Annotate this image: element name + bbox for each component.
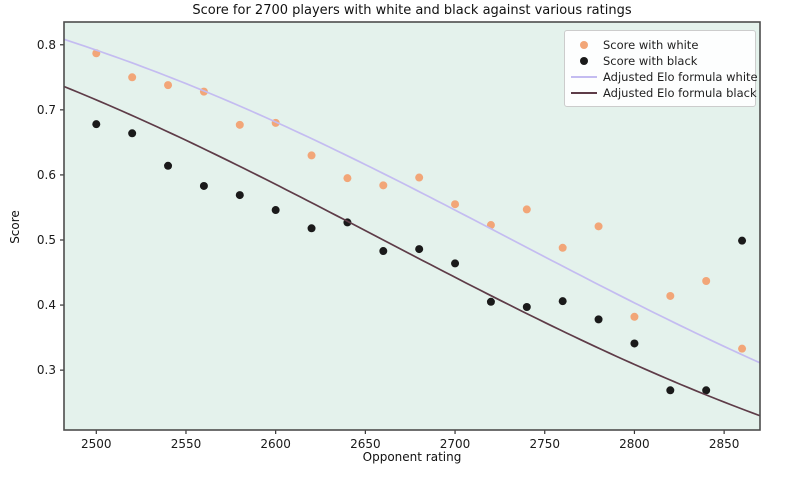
legend-marker-cell bbox=[565, 92, 603, 94]
legend-item-score-white: Score with white bbox=[565, 37, 751, 53]
elo-formula-black-line bbox=[63, 85, 761, 417]
black-formula-line-icon bbox=[571, 92, 597, 94]
y-tick-label: 0.6 bbox=[37, 168, 56, 182]
data-point-white bbox=[164, 81, 173, 90]
legend-label: Adjusted Elo formula white bbox=[603, 70, 758, 84]
x-tick-label: 2750 bbox=[529, 437, 560, 451]
data-point-white bbox=[702, 276, 711, 285]
chart-title: Score for 2700 players with white and bl… bbox=[192, 3, 632, 18]
data-point-white bbox=[738, 344, 747, 353]
legend-marker-cell bbox=[565, 57, 603, 65]
data-point-black bbox=[271, 206, 280, 215]
data-point-white bbox=[379, 181, 388, 190]
data-point-white bbox=[307, 151, 316, 160]
y-tick-label: 0.4 bbox=[37, 298, 56, 312]
legend-item-score-black: Score with black bbox=[565, 53, 751, 69]
data-point-black bbox=[164, 161, 173, 170]
data-point-black bbox=[738, 236, 747, 245]
data-point-white bbox=[522, 205, 531, 214]
legend-label: Score with black bbox=[603, 54, 698, 68]
data-point-white bbox=[630, 312, 639, 321]
legend-item-formula-black: Adjusted Elo formula black bbox=[565, 85, 757, 101]
data-point-white bbox=[451, 200, 460, 209]
data-point-black bbox=[702, 386, 711, 395]
data-point-black bbox=[307, 224, 316, 233]
data-point-white bbox=[235, 120, 244, 129]
data-point-black bbox=[558, 297, 567, 306]
legend: Score with white Score with black Adjust… bbox=[564, 30, 758, 107]
legend-label: Score with white bbox=[603, 38, 699, 52]
data-point-white bbox=[415, 173, 424, 182]
data-point-black bbox=[630, 339, 639, 348]
white-score-dot-icon bbox=[580, 41, 588, 49]
data-point-black bbox=[235, 191, 244, 200]
x-tick-label: 2600 bbox=[260, 437, 291, 451]
data-point-white bbox=[558, 243, 567, 252]
legend-marker-cell bbox=[565, 41, 603, 49]
data-point-white bbox=[343, 174, 352, 183]
data-point-black bbox=[451, 259, 460, 268]
x-tick-label: 2850 bbox=[709, 437, 740, 451]
y-tick-label: 0.8 bbox=[37, 38, 56, 52]
data-point-black bbox=[199, 181, 208, 190]
data-point-black bbox=[128, 129, 137, 138]
legend-label: Adjusted Elo formula black bbox=[603, 86, 757, 100]
white-formula-line-icon bbox=[571, 76, 597, 78]
data-point-white bbox=[128, 73, 137, 82]
x-axis-ticks: 2500 2550 2600 2650 2700 2750 2800 2850 bbox=[81, 430, 739, 451]
data-point-white bbox=[666, 291, 675, 300]
x-axis-label: Opponent rating bbox=[362, 450, 462, 464]
formula-lines-layer bbox=[63, 38, 761, 417]
elo-formula-white-line bbox=[63, 38, 761, 364]
y-tick-label: 0.7 bbox=[37, 103, 56, 117]
data-point-black bbox=[486, 297, 495, 306]
legend-item-formula-white: Adjusted Elo formula white bbox=[565, 69, 758, 85]
data-point-black bbox=[92, 120, 101, 129]
data-point-black bbox=[594, 315, 603, 324]
y-axis-ticks: 0.3 0.4 0.5 0.6 0.7 0.8 bbox=[37, 38, 64, 377]
y-tick-label: 0.5 bbox=[37, 233, 56, 247]
data-point-black bbox=[379, 247, 388, 256]
y-tick-label: 0.3 bbox=[37, 363, 56, 377]
legend-marker-cell bbox=[565, 76, 603, 78]
data-point-black bbox=[666, 386, 675, 395]
black-score-dot-icon bbox=[580, 57, 588, 65]
x-tick-label: 2650 bbox=[350, 437, 381, 451]
y-axis-label: Score bbox=[8, 210, 22, 244]
data-point-black bbox=[415, 245, 424, 254]
x-tick-label: 2800 bbox=[619, 437, 650, 451]
data-point-white bbox=[594, 222, 603, 231]
x-tick-label: 2500 bbox=[81, 437, 112, 451]
x-tick-label: 2700 bbox=[440, 437, 471, 451]
data-point-black bbox=[522, 303, 531, 312]
x-tick-label: 2550 bbox=[171, 437, 202, 451]
plot-border bbox=[63, 21, 761, 431]
